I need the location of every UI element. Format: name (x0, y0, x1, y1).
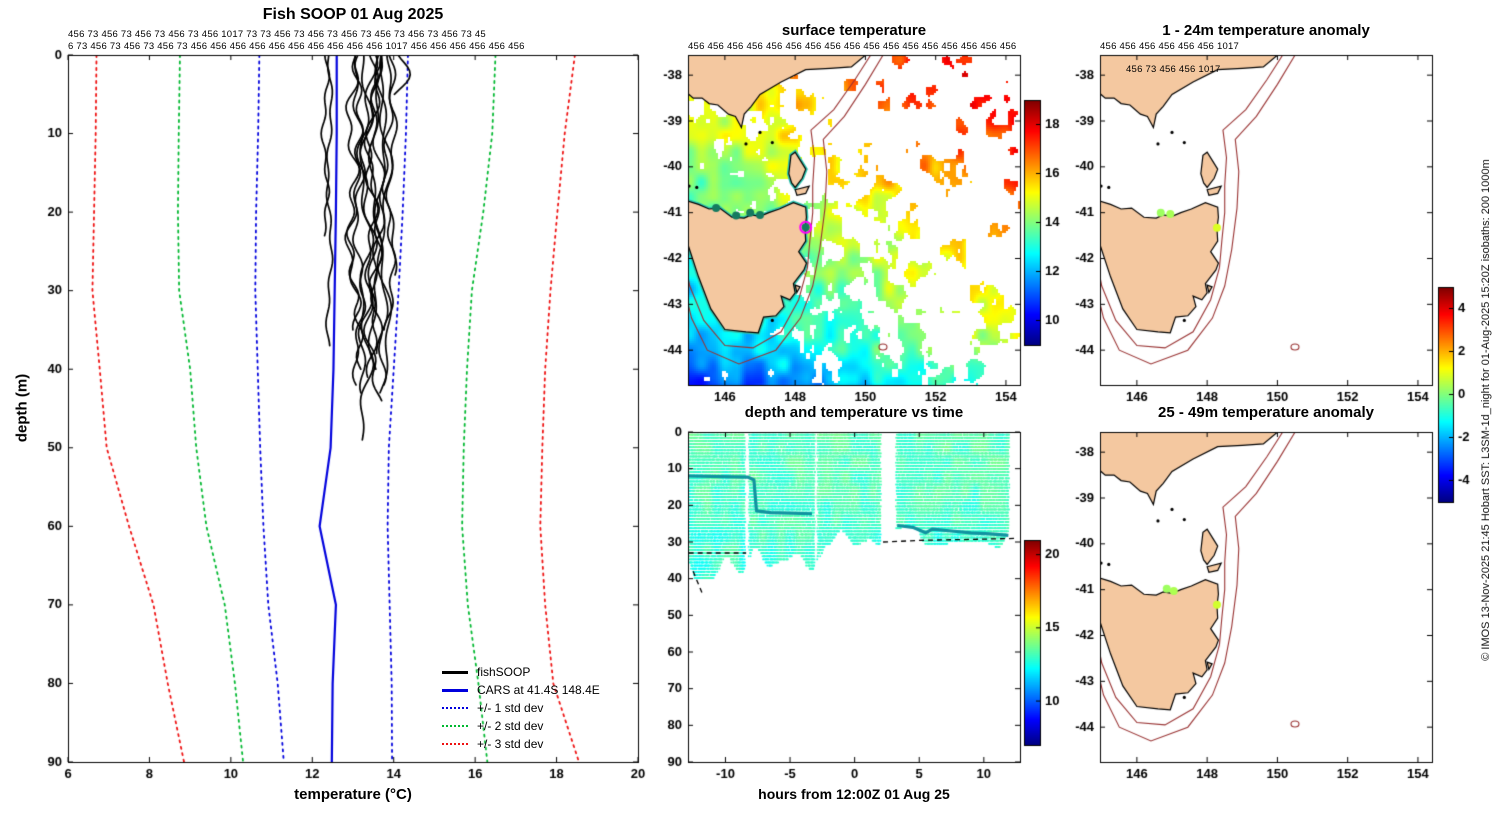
x-axis-label-hours: hours from 12:00Z 01 Aug 25 (758, 786, 950, 802)
page-title: Fish SOOP 01 Aug 2025 (262, 6, 444, 23)
legend-label: +/- 3 std dev (477, 737, 544, 751)
legend-line-sample (442, 670, 468, 674)
legend-line-sample (442, 743, 468, 745)
y-axis-label-depth: depth (m) (13, 373, 31, 443)
legend-label: +/- 1 std dev (477, 701, 544, 715)
platform-id-row-1: 456 73 456 73 456 73 456 73 456 1017 73 … (68, 29, 486, 40)
title-surface-temperature: surface temperature (781, 22, 927, 39)
legend-item-fishsoop: fishSOOP (442, 663, 600, 681)
legend-item-cars: CARS at 41.4S 148.4E (442, 681, 600, 699)
platform-id-row-2-mid: 456 456 456 456 456 456 456 456 456 456 … (688, 41, 1017, 52)
legend-line-sample (442, 707, 468, 709)
copyright-text: © IMOS 13-Nov-2025 21:45 Hobart SST: L3S… (1480, 159, 1492, 661)
legend: fishSOOP CARS at 41.4S 148.4E +/- 1 std … (442, 663, 600, 753)
legend-item-2std: +/- 2 std dev (442, 717, 600, 735)
legend-line-sample (442, 725, 468, 727)
title-depth-temp-vs-time: depth and temperature vs time (744, 404, 964, 421)
legend-line-sample (442, 688, 468, 692)
platform-id-fragment: 456 73 456 456 1017 (1126, 64, 1221, 75)
platform-id-row-2-right: 456 456 456 456 456 456 1017 (1100, 41, 1240, 52)
x-axis-label-temperature: temperature (°C) (294, 786, 412, 803)
legend-label: fishSOOP (477, 665, 531, 679)
platform-id-row-2-left: 6 73 456 73 456 73 456 73 456 456 456 45… (68, 41, 525, 52)
title-anomaly-25-49m: 25 - 49m temperature anomaly (1158, 404, 1374, 421)
legend-label: CARS at 41.4S 148.4E (477, 683, 600, 697)
legend-item-1std: +/- 1 std dev (442, 699, 600, 717)
title-anomaly-1-24m: 1 - 24m temperature anomaly (1162, 22, 1370, 39)
legend-label: +/- 2 std dev (477, 719, 544, 733)
legend-item-3std: +/- 3 std dev (442, 735, 600, 753)
